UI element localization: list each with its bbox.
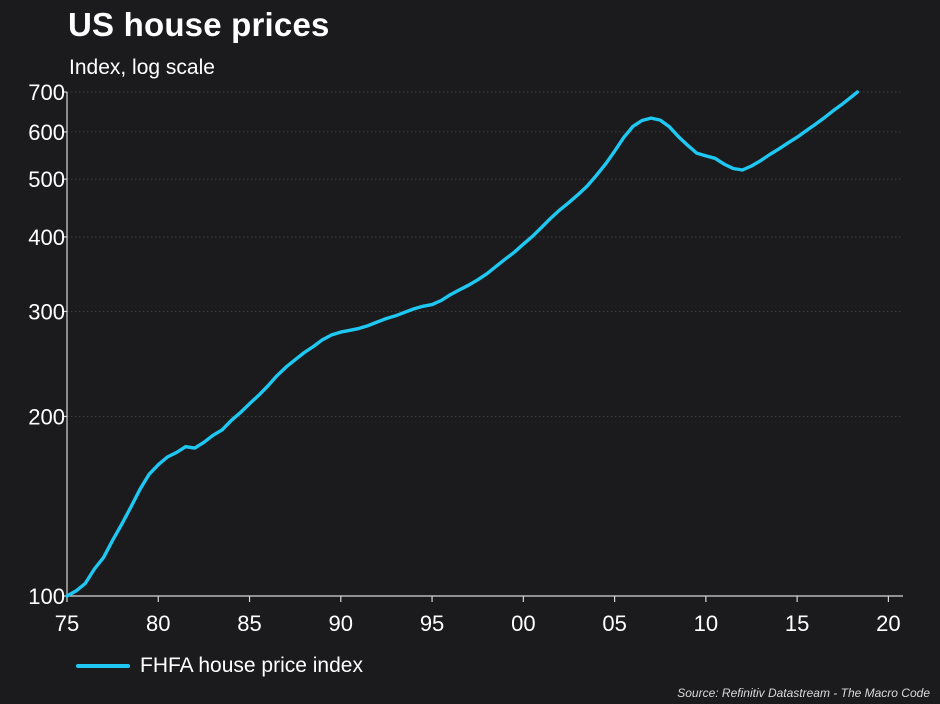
legend: FHFA house price index bbox=[76, 654, 363, 678]
x-tick-label: 00 bbox=[511, 611, 535, 636]
y-tick-label: 200 bbox=[28, 404, 65, 429]
x-tick-label: 90 bbox=[329, 611, 353, 636]
legend-label: FHFA house price index bbox=[140, 654, 363, 677]
chart-title: US house prices bbox=[68, 6, 330, 43]
y-tick-label: 400 bbox=[28, 225, 65, 250]
x-tick-label: 10 bbox=[694, 611, 718, 636]
y-tick-label: 100 bbox=[28, 584, 65, 609]
x-tick-label: 95 bbox=[420, 611, 444, 636]
series-layer bbox=[65, 90, 860, 598]
y-tick-label: 700 bbox=[28, 80, 65, 105]
x-tick-label: 80 bbox=[146, 611, 170, 636]
y-tick-label: 500 bbox=[28, 167, 65, 192]
y-tick-label: 600 bbox=[28, 120, 65, 145]
chart-subtitle: Index, log scale bbox=[69, 56, 215, 79]
x-tick-label: 05 bbox=[602, 611, 626, 636]
series-line bbox=[65, 90, 860, 598]
x-tick-label: 20 bbox=[876, 611, 900, 636]
x-tick-label: 15 bbox=[785, 611, 809, 636]
legend-swatch bbox=[76, 664, 130, 668]
x-tick-label: 85 bbox=[237, 611, 261, 636]
grid-lines bbox=[67, 91, 903, 417]
axes: 100 200 300 400 500 600 700 75 80 85 90 95 00 05 10 15 2… bbox=[28, 80, 903, 636]
x-tick-label: 75 bbox=[55, 611, 79, 636]
source-note: Source: Refinitiv Datastream - The Macro… bbox=[677, 686, 930, 700]
y-tick-label: 300 bbox=[28, 299, 65, 324]
